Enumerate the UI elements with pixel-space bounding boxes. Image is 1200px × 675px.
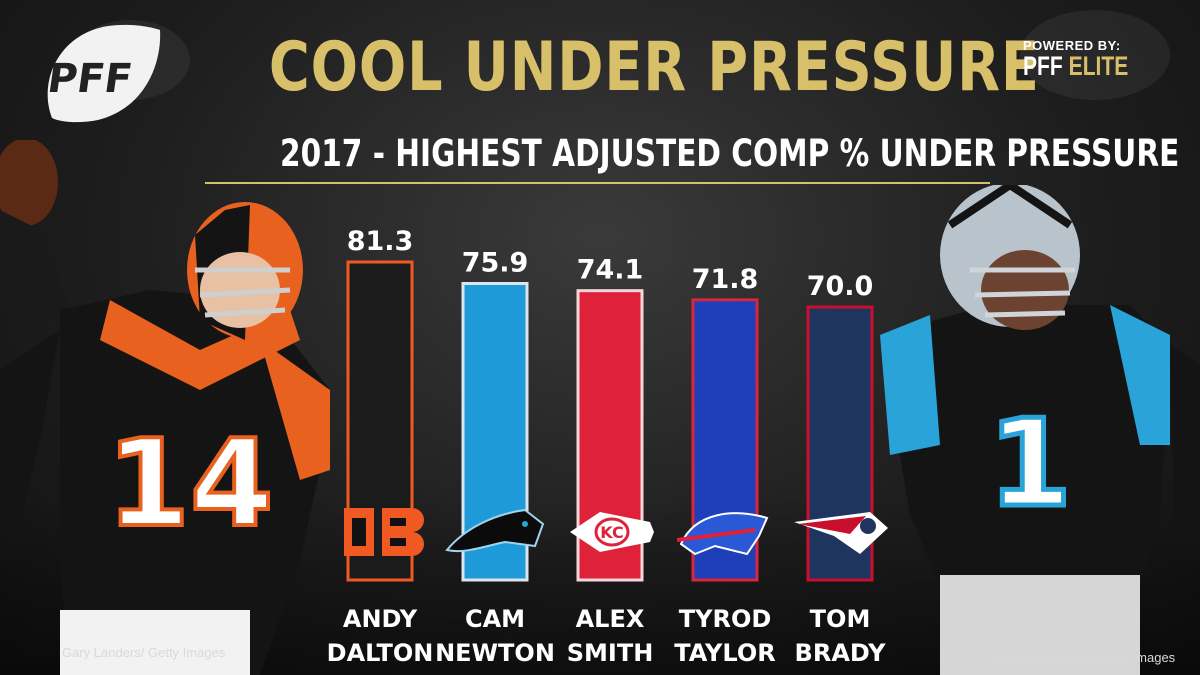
player-name-label: TOM bbox=[810, 605, 871, 633]
bar-value-label: 81.3 bbox=[347, 226, 414, 257]
player-name-label: SMITH bbox=[567, 639, 654, 667]
pff-logo-text: PFF bbox=[45, 56, 135, 102]
subtitle-underline bbox=[205, 182, 990, 184]
team-logo-bills-icon bbox=[676, 512, 769, 556]
pff-logo: PFF bbox=[45, 24, 161, 123]
team-logo-bengals-icon bbox=[344, 508, 424, 556]
svg-text:KC: KC bbox=[600, 523, 623, 542]
player-right-photo: 1 bbox=[880, 185, 1200, 675]
powered-label: POWERED BY: bbox=[1022, 38, 1121, 53]
player-name-label: TAYLOR bbox=[674, 639, 775, 667]
bar-value-label: 71.8 bbox=[692, 264, 759, 295]
powered-brand: PFF ELITE bbox=[1023, 53, 1128, 80]
player-left-number: 14 bbox=[107, 415, 274, 554]
player-name-label: CAM bbox=[465, 605, 525, 633]
player-name-label: NEWTON bbox=[435, 639, 555, 667]
powered-brand-elite: ELITE bbox=[1068, 51, 1129, 81]
photo-credit-left: Gary Landers/ Getty Images bbox=[62, 645, 226, 660]
bar-value-label: 75.9 bbox=[462, 248, 529, 279]
team-logo-panthers-icon bbox=[445, 508, 545, 552]
player-name-label: ALEX bbox=[576, 605, 645, 633]
powered-by: POWERED BY: PFF ELITE bbox=[1023, 38, 1158, 80]
player-name-label: ANDY bbox=[343, 605, 418, 633]
photo-credit-right: Grant Halverson/ Getty Images bbox=[996, 650, 1176, 665]
chart-title: COOL UNDER PRESSURE bbox=[268, 28, 1040, 107]
team-logo-chiefs-icon: KC bbox=[570, 512, 654, 552]
player-name-label: BRADY bbox=[795, 639, 887, 667]
bar-value-label: 74.1 bbox=[577, 255, 644, 286]
stadium-light bbox=[1020, 10, 1170, 100]
bar-value-label: 70.0 bbox=[807, 271, 874, 302]
player-right-number: 1 bbox=[988, 395, 1072, 534]
player-name-label: DALTON bbox=[327, 639, 434, 667]
player-left-photo: 14 bbox=[0, 140, 330, 675]
powered-brand-pff: PFF bbox=[1022, 51, 1063, 81]
team-logo-patriots-icon bbox=[794, 512, 888, 554]
player-name-label: TYROD bbox=[679, 605, 772, 633]
